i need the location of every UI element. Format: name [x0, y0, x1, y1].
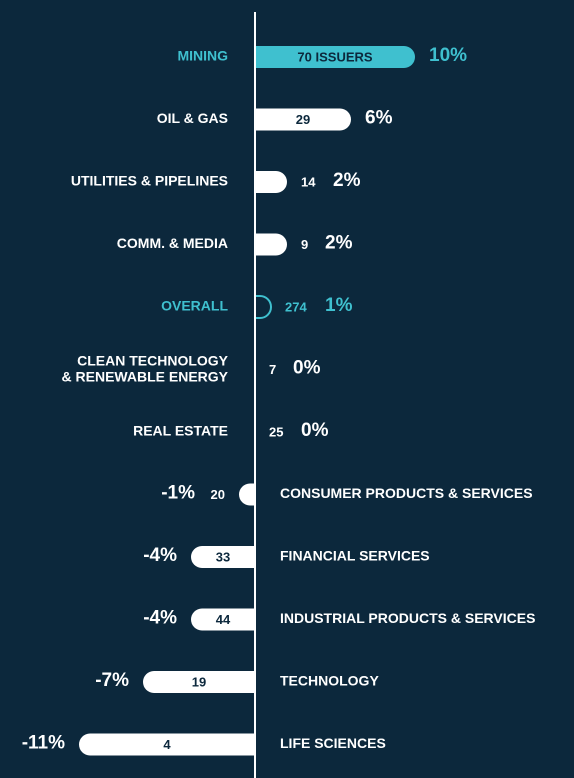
category-label: CLEAN TECHNOLOGY & RENEWABLE ENERGY	[62, 352, 229, 384]
category-label: CONSUMER PRODUCTS & SERVICES	[280, 485, 533, 501]
category-label: FINANCIAL SERVICES	[280, 548, 430, 564]
value-label: -11%	[22, 733, 65, 754]
value-label: 6%	[365, 108, 393, 129]
value-label: 2%	[325, 233, 353, 254]
bar	[79, 733, 255, 756]
category-label: OVERALL	[161, 298, 228, 314]
value-label: -4%	[143, 608, 177, 629]
bar	[255, 233, 287, 256]
value-label: -4%	[143, 545, 177, 566]
issuer-count: 29	[296, 112, 310, 127]
issuer-count: 9	[301, 237, 308, 252]
value-label: -7%	[95, 670, 129, 691]
value-label: -1%	[161, 483, 195, 504]
bar	[191, 608, 255, 631]
category-label: OIL & GAS	[157, 110, 228, 126]
category-label: MINING	[177, 48, 228, 64]
category-label: COMM. & MEDIA	[117, 235, 228, 251]
issuer-count: 274	[285, 299, 307, 314]
category-label: TECHNOLOGY	[280, 673, 379, 689]
issuer-count: 25	[269, 424, 283, 439]
bar	[254, 295, 272, 319]
value-label: 0%	[301, 420, 329, 441]
value-label: 10%	[429, 45, 467, 66]
bar	[255, 46, 415, 68]
category-label: INDUSTRIAL PRODUCTS & SERVICES	[280, 610, 535, 626]
issuer-count: 19	[192, 674, 206, 689]
category-label: REAL ESTATE	[133, 423, 228, 439]
bar	[255, 108, 351, 131]
bar	[239, 483, 255, 506]
value-label: 2%	[333, 170, 361, 191]
bar	[255, 171, 287, 193]
issuer-count: 7	[269, 362, 276, 377]
issuer-count: 20	[211, 487, 225, 502]
issuer-count: 33	[216, 549, 230, 564]
value-label: 0%	[293, 358, 321, 379]
issuer-count: 14	[301, 174, 316, 189]
issuer-count: 4	[163, 737, 171, 752]
issuer-count: 70 ISSUERS	[297, 49, 372, 64]
category-label: UTILITIES & PIPELINES	[71, 173, 228, 189]
value-label: 1%	[325, 295, 353, 316]
bar	[191, 546, 255, 568]
category-label: LIFE SCIENCES	[280, 735, 386, 751]
issuer-count: 44	[216, 612, 231, 627]
bar	[143, 671, 255, 693]
